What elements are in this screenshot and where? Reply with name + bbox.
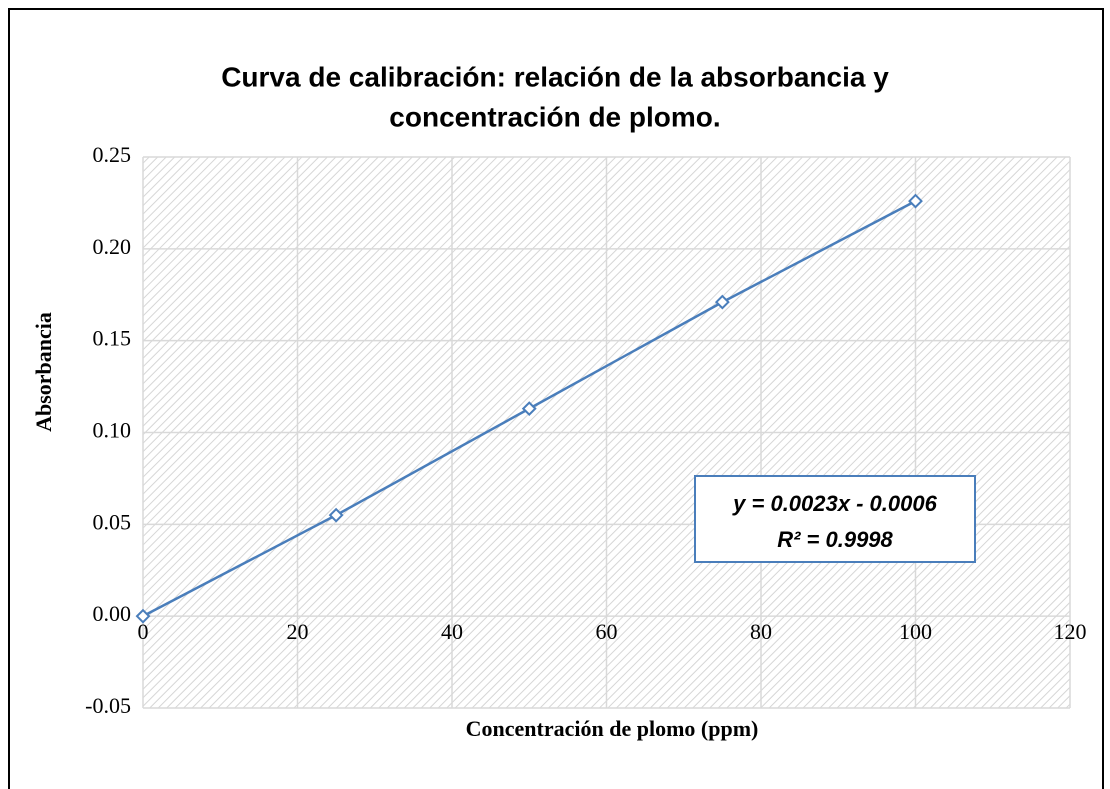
equation: y = 0.0023x - 0.0006 xyxy=(732,491,937,516)
marker xyxy=(328,507,344,523)
x-axis-label: Concentración de plomo (ppm) xyxy=(466,716,759,741)
y-tick-label: 0.00 xyxy=(93,601,132,626)
chart-title: concentración de plomo. xyxy=(389,101,720,132)
x-tick-label: 100 xyxy=(899,619,932,644)
marks xyxy=(135,193,923,624)
x-tick-label: 0 xyxy=(138,619,149,644)
marker xyxy=(521,401,537,417)
x-tick-label: 20 xyxy=(287,619,309,644)
x-tick-label: 40 xyxy=(441,619,463,644)
marker xyxy=(908,193,923,209)
chart-border xyxy=(8,8,1104,789)
grid xyxy=(142,156,1071,709)
y-tick-label: -0.05 xyxy=(85,693,131,718)
x-tick-label: 60 xyxy=(596,619,618,644)
chart-title: Curva de calibración: relación de la abs… xyxy=(221,61,889,92)
x-tick-label: 120 xyxy=(1054,619,1087,644)
marker xyxy=(135,608,151,624)
x-tick-label: 80 xyxy=(750,619,772,644)
equation-box xyxy=(694,475,976,563)
y-tick-label: 0.05 xyxy=(93,509,132,534)
marker xyxy=(714,294,730,310)
y-tick-label: 0.15 xyxy=(93,326,132,351)
y-tick-label: 0.10 xyxy=(93,418,132,443)
r-squared: R² = 0.9998 xyxy=(777,527,893,552)
y-axis-label: Absorbancia xyxy=(31,312,56,432)
y-tick-label: 0.25 xyxy=(93,142,132,167)
y-tick-label: 0.20 xyxy=(93,234,132,259)
